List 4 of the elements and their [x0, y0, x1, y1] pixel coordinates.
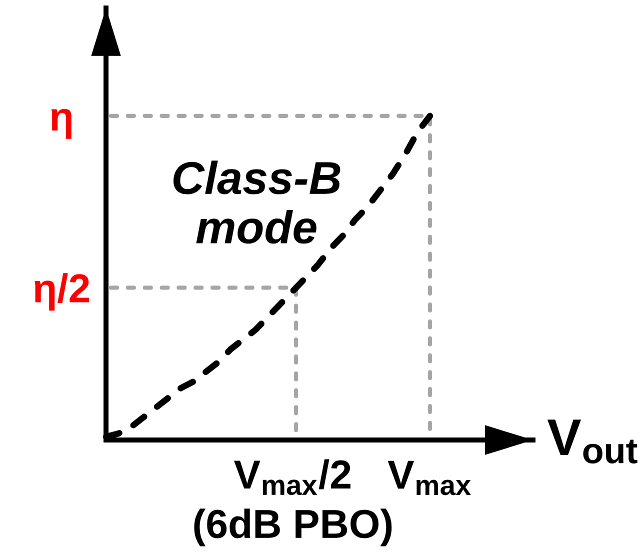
series-label: Class-B mode	[173, 160, 340, 244]
x-axis-title: V$_{out}$	[547, 420, 638, 464]
ref-line-label: η	[51, 108, 72, 139]
ref-line-label: η/2	[34, 273, 90, 311]
